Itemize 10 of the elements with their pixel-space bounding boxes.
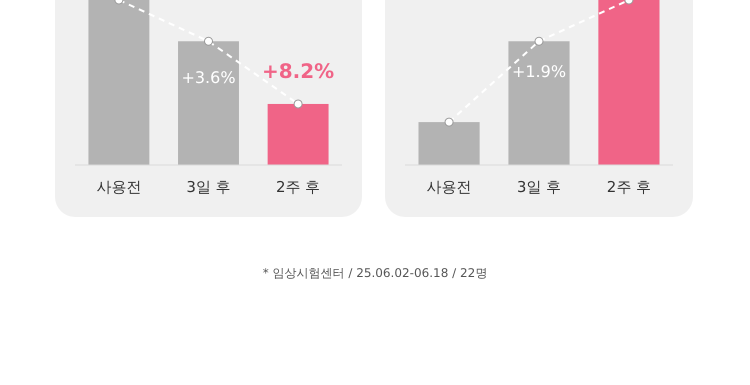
x-tick-label: 사용전 <box>426 178 472 196</box>
x-tick-label: 2주 후 <box>606 178 652 196</box>
x-tick-label: 2주 후 <box>276 178 320 196</box>
annotation: +8.2% <box>262 59 334 83</box>
x-tick-label: 3일 후 <box>186 178 231 196</box>
annotation: +1.9% <box>512 62 566 81</box>
x-tick-label: 사용전 <box>96 178 142 196</box>
x-tick-label: 3일 후 <box>516 178 562 196</box>
annotation: +3.6% <box>181 68 236 87</box>
text: * 임상시험센터 / 25.06.02-06.18 / 22명 <box>262 266 488 280</box>
